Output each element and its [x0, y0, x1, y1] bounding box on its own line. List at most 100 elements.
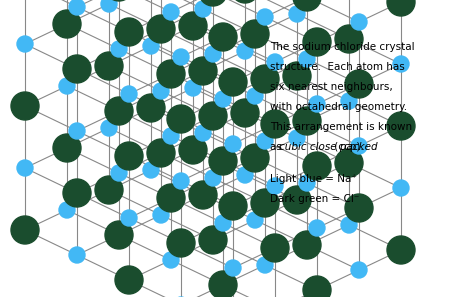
Circle shape	[189, 57, 217, 85]
Circle shape	[101, 120, 117, 136]
Circle shape	[143, 38, 159, 54]
Circle shape	[289, 6, 305, 22]
Circle shape	[11, 216, 39, 244]
Circle shape	[351, 138, 367, 154]
Circle shape	[237, 43, 253, 59]
Circle shape	[293, 231, 321, 259]
Circle shape	[225, 260, 241, 276]
Circle shape	[185, 80, 201, 96]
Circle shape	[157, 60, 185, 88]
Circle shape	[299, 175, 315, 191]
Circle shape	[303, 152, 331, 180]
Circle shape	[219, 68, 247, 96]
Circle shape	[283, 186, 311, 214]
Circle shape	[345, 194, 373, 222]
Circle shape	[199, 0, 227, 6]
Circle shape	[63, 179, 91, 207]
Circle shape	[205, 46, 221, 62]
Circle shape	[387, 0, 415, 16]
Circle shape	[11, 92, 39, 120]
Circle shape	[387, 236, 415, 264]
Circle shape	[241, 144, 269, 172]
Circle shape	[303, 276, 331, 297]
Circle shape	[173, 173, 189, 189]
Circle shape	[111, 41, 127, 57]
Circle shape	[209, 23, 237, 51]
Circle shape	[153, 207, 169, 223]
Circle shape	[351, 14, 367, 30]
Circle shape	[167, 229, 195, 257]
Circle shape	[95, 52, 123, 80]
Circle shape	[163, 128, 179, 144]
Circle shape	[261, 110, 289, 138]
Circle shape	[267, 178, 283, 194]
Circle shape	[335, 25, 363, 53]
Circle shape	[115, 142, 143, 170]
Circle shape	[241, 20, 269, 48]
Text: cubic close packed: cubic close packed	[280, 142, 378, 152]
Circle shape	[95, 176, 123, 204]
Circle shape	[173, 49, 189, 65]
Circle shape	[257, 9, 273, 25]
Circle shape	[251, 189, 279, 217]
Circle shape	[209, 271, 237, 297]
Circle shape	[215, 215, 231, 231]
Circle shape	[303, 28, 331, 56]
Circle shape	[143, 162, 159, 178]
Circle shape	[251, 65, 279, 93]
Circle shape	[393, 56, 409, 72]
Text: Dark green = Cl⁻: Dark green = Cl⁻	[270, 194, 359, 204]
Circle shape	[283, 62, 311, 90]
Text: The sodium chloride crystal: The sodium chloride crystal	[270, 42, 415, 52]
Circle shape	[205, 170, 221, 186]
Circle shape	[53, 10, 81, 38]
Circle shape	[111, 165, 127, 181]
Circle shape	[147, 139, 175, 167]
Circle shape	[257, 133, 273, 149]
Circle shape	[115, 18, 143, 46]
Circle shape	[387, 112, 415, 140]
Circle shape	[153, 83, 169, 99]
Circle shape	[157, 184, 185, 212]
Text: (ccp).: (ccp).	[331, 142, 364, 152]
Circle shape	[199, 226, 227, 254]
Text: This arrangement is known: This arrangement is known	[270, 122, 412, 132]
Circle shape	[237, 167, 253, 183]
Circle shape	[69, 247, 85, 263]
Circle shape	[231, 99, 259, 127]
Circle shape	[179, 12, 207, 40]
Circle shape	[195, 1, 211, 17]
Circle shape	[163, 4, 179, 20]
Circle shape	[267, 54, 283, 70]
Circle shape	[247, 212, 263, 228]
Circle shape	[351, 262, 367, 278]
Circle shape	[247, 88, 263, 104]
Circle shape	[309, 220, 325, 236]
Circle shape	[209, 147, 237, 175]
Circle shape	[341, 93, 357, 109]
Circle shape	[195, 125, 211, 141]
Circle shape	[69, 0, 85, 15]
Circle shape	[105, 97, 133, 125]
Circle shape	[63, 55, 91, 83]
Circle shape	[219, 192, 247, 220]
Circle shape	[257, 257, 273, 273]
Circle shape	[293, 107, 321, 135]
Circle shape	[167, 105, 195, 133]
Circle shape	[345, 70, 373, 98]
Circle shape	[17, 36, 33, 52]
Text: Light blue = Na⁺: Light blue = Na⁺	[270, 174, 357, 184]
Text: with octahedral geometry.: with octahedral geometry.	[270, 102, 407, 112]
Circle shape	[105, 221, 133, 249]
Circle shape	[261, 234, 289, 262]
Circle shape	[341, 217, 357, 233]
Circle shape	[215, 91, 231, 107]
Circle shape	[189, 181, 217, 209]
Circle shape	[299, 51, 315, 67]
Circle shape	[199, 102, 227, 130]
Circle shape	[59, 202, 75, 218]
Text: six nearest neighbours,: six nearest neighbours,	[270, 82, 393, 92]
Circle shape	[335, 149, 363, 177]
Text: as: as	[270, 142, 285, 152]
Circle shape	[163, 252, 179, 268]
